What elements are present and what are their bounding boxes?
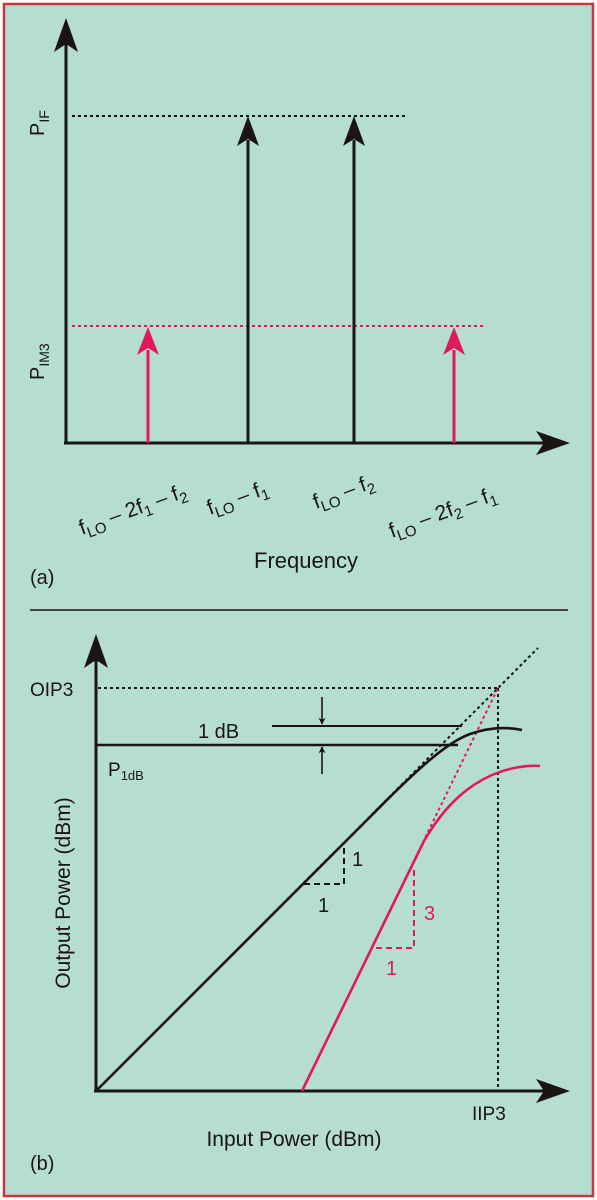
p-im3-label: PIM3: [27, 343, 52, 380]
panel-a-x-axis-arrowhead: [536, 431, 570, 455]
panel-a: PIF PIM3 fLO – 2f1 – f2 fLO – f1 fLO – f…: [27, 18, 570, 589]
p1db-label: P1dB: [108, 760, 144, 783]
panel-b-y-axis-arrowhead: [84, 634, 108, 668]
panel-a-x-axis-label: Frequency: [254, 548, 358, 573]
panel-a-y-axis-arrowhead: [54, 18, 78, 52]
panel-a-label: (a): [30, 567, 54, 589]
tone-arrowhead-im3-high: [443, 327, 465, 355]
oip3-label: OIP3: [30, 680, 73, 701]
tone-arrowhead-if-2: [343, 116, 365, 146]
im3-slope-rise-label: 3: [424, 903, 435, 925]
fundamental-slope-rise-label: 1: [352, 849, 363, 871]
compression-label: 1 dB: [198, 721, 239, 743]
fundamental-curve: [95, 726, 523, 1092]
panel-b-y-axis-label: Output Power (dBm): [52, 797, 75, 988]
tone-arrowhead-im3-low: [137, 327, 159, 355]
iip3-label: IIP3: [472, 1104, 506, 1125]
im3-curve: [300, 764, 541, 1092]
fundamental-slope-run-label: 1: [318, 895, 329, 917]
tone-arrowhead-if-1: [237, 116, 259, 146]
panel-b-label: (b): [30, 1153, 54, 1175]
p-if-label: PIF: [27, 110, 52, 136]
panel-b-x-axis-label: Input Power (dBm): [206, 1128, 381, 1151]
panel-b-x-axis-arrowhead: [536, 1079, 570, 1103]
im3-slope-marker: [376, 870, 415, 949]
im3-slope-run-label: 1: [386, 958, 397, 980]
fundamental-slope-marker: [304, 844, 345, 885]
panel-b: OIP3 IIP3 1 dB P1dB 1 1 3 1 Input Power …: [30, 634, 570, 1175]
